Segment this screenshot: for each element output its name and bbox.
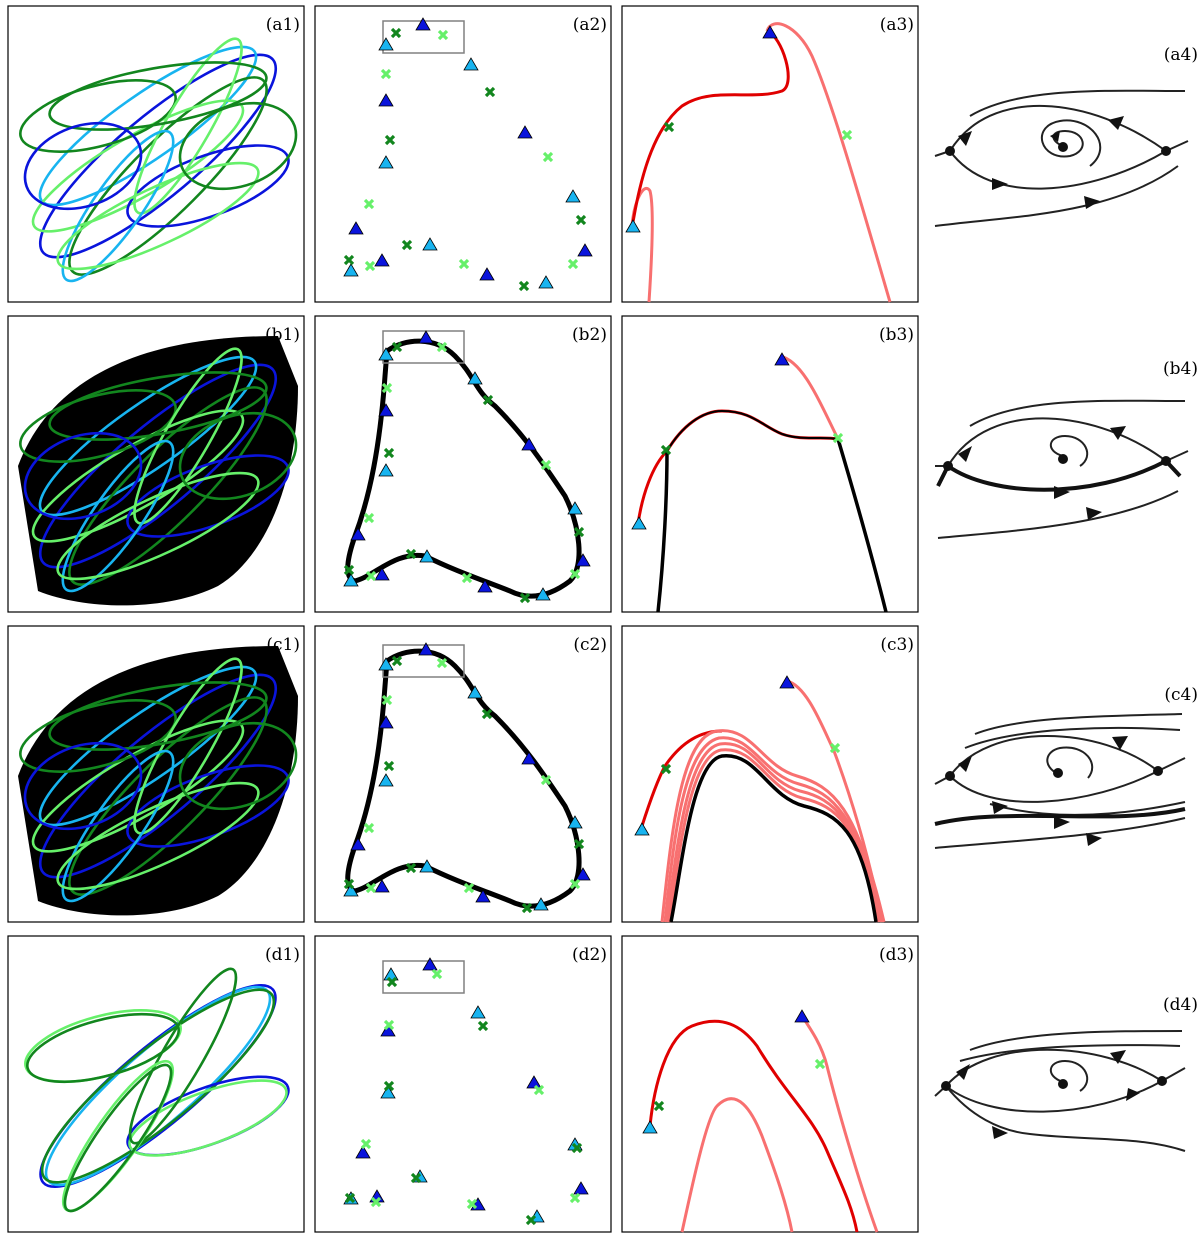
curves <box>640 679 886 923</box>
cross-markers <box>343 655 585 914</box>
panel-a4: (a4) <box>934 45 1198 227</box>
panel-d3: (d3) <box>621 935 919 1233</box>
panel-b2: (b2) <box>314 315 612 613</box>
panel-b4: (b4) <box>935 359 1198 539</box>
zoom-box <box>382 644 465 678</box>
panel-frame <box>7 315 305 613</box>
zoom-box <box>382 330 465 364</box>
panel-frame <box>314 5 612 303</box>
point-markers <box>343 957 589 1223</box>
row-c: (c1) <box>7 625 1198 923</box>
zoom-box <box>382 960 465 994</box>
cross-markers <box>343 341 585 604</box>
row-a: (a1) <box>7 5 1198 303</box>
panel-frame <box>7 5 305 303</box>
panel-a2: (a2) <box>314 5 612 303</box>
curves <box>648 1015 879 1233</box>
flow-arrow-icon <box>956 1050 1140 1139</box>
flow-arrow-icon <box>958 426 1126 520</box>
curves <box>630 22 892 303</box>
panel-a1: (a1) <box>7 5 305 303</box>
point-markers <box>343 330 591 601</box>
panel-label: (c1) <box>266 635 300 655</box>
panel-label: (b3) <box>879 325 914 345</box>
fixed-point-dot-icon <box>943 454 1171 471</box>
curves <box>636 354 888 613</box>
cross-markers <box>343 27 587 292</box>
trajectory-bundle <box>19 37 298 283</box>
flow-arrow-icon <box>958 116 1124 209</box>
panel-c2: (c2) <box>314 625 612 923</box>
point-markers <box>642 1009 810 1134</box>
panel-label: (a1) <box>266 15 300 35</box>
phase-portrait <box>934 713 1186 849</box>
panel-frame <box>7 625 305 923</box>
cross-markers <box>663 121 853 141</box>
trajectory-bundle <box>18 646 298 916</box>
cross-markers <box>653 1058 826 1112</box>
panel-label: (b1) <box>265 325 300 345</box>
fixed-point-dot-icon <box>941 1076 1167 1091</box>
panel-c3: (c3) <box>621 625 919 923</box>
panel-label: (a2) <box>573 15 607 35</box>
panel-label: (d3) <box>879 945 914 965</box>
limit-cycle <box>345 338 582 599</box>
panel-a3: (a3) <box>621 5 919 303</box>
point-markers <box>634 675 795 836</box>
thick-trajectory <box>934 807 1186 826</box>
row-b: (b1) <box>7 315 1198 613</box>
panel-frame <box>314 315 612 613</box>
point-markers <box>343 17 593 289</box>
point-markers <box>343 642 591 911</box>
fixed-point-dot-icon <box>945 142 1171 156</box>
panel-label: (a4) <box>1164 45 1198 65</box>
panel-d2: (d2) <box>314 935 612 1233</box>
panel-label: (c3) <box>880 635 914 655</box>
trajectory-bundle <box>18 336 298 606</box>
panel-frame <box>314 935 612 1233</box>
panel-label: (b4) <box>1163 359 1198 379</box>
panel-frame <box>314 625 612 923</box>
panel-label: (d1) <box>265 945 300 965</box>
panel-label: (d4) <box>1163 995 1198 1015</box>
phase-portrait <box>934 89 1189 227</box>
phase-portrait <box>934 1030 1186 1152</box>
point-markers <box>631 352 790 530</box>
row-d: (d1) <box>7 935 1198 1233</box>
cross-markers <box>660 742 841 775</box>
cross-markers <box>344 968 583 1226</box>
trajectory-bundle <box>24 967 290 1213</box>
panel-frame <box>7 935 305 1233</box>
panel-c1: (c1) <box>7 625 305 923</box>
cross-markers <box>660 432 844 456</box>
panel-d1: (d1) <box>7 935 305 1233</box>
panel-label: (c2) <box>573 635 607 655</box>
panel-label: (d2) <box>572 945 607 965</box>
point-markers <box>625 25 778 233</box>
panel-label: (b2) <box>572 325 607 345</box>
panel-frame <box>621 5 919 303</box>
flow-arrow-icon <box>958 736 1128 846</box>
fixed-point-dot-icon <box>945 766 1163 781</box>
panel-frame <box>621 315 919 613</box>
thick-trajectory <box>936 458 1182 492</box>
panel-b3: (b3) <box>621 315 919 613</box>
panel-frame <box>621 935 919 1233</box>
panel-label: (a3) <box>880 15 914 35</box>
panel-frame <box>621 625 919 923</box>
panel-d4: (d4) <box>934 995 1198 1152</box>
panel-b1: (b1) <box>7 315 305 613</box>
panel-c4: (c4) <box>934 685 1198 849</box>
panel-label: (c4) <box>1164 685 1198 705</box>
